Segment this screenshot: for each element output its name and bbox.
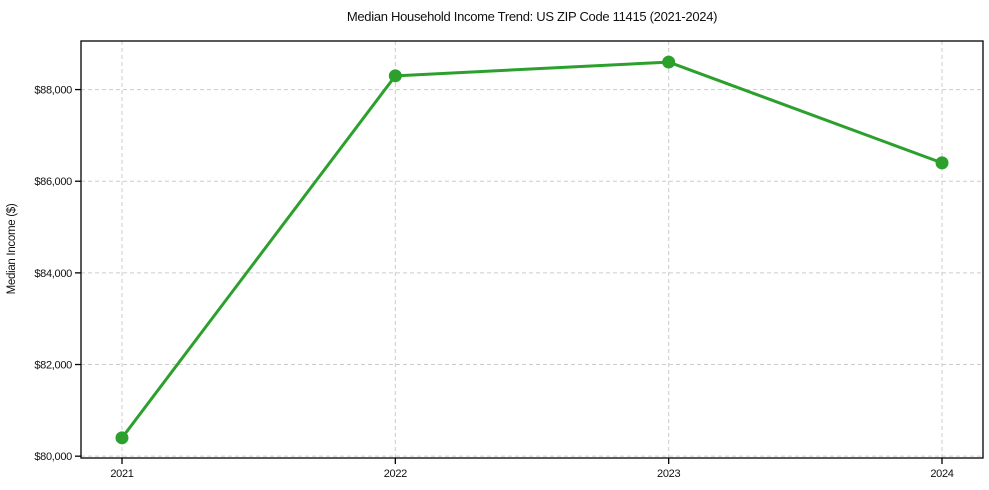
y-tick-label-82000: $82,000 bbox=[34, 360, 72, 372]
x-tick-label-2023: 2023 bbox=[657, 468, 680, 480]
x-tick-label-2022: 2022 bbox=[384, 468, 407, 480]
y-tick-label-84000: $84,000 bbox=[34, 268, 72, 280]
data-point-2021 bbox=[115, 431, 129, 445]
data-point-2024 bbox=[935, 156, 949, 170]
axis-ticks bbox=[75, 88, 943, 464]
y-tick-label-86000: $86,000 bbox=[34, 176, 72, 188]
gridlines bbox=[81, 41, 983, 458]
data-point-2023 bbox=[662, 55, 676, 69]
chart-title: Median Household Income Trend: US ZIP Co… bbox=[347, 9, 717, 24]
y-axis-label: Median Income ($) bbox=[6, 203, 18, 294]
y-tick-label-88000: $88,000 bbox=[34, 85, 72, 97]
trend-line bbox=[120, 60, 944, 440]
plot-border bbox=[80, 40, 984, 459]
income-line-series bbox=[115, 55, 949, 445]
x-tick-label-2021: 2021 bbox=[110, 468, 133, 480]
x-tick-label-2024: 2024 bbox=[930, 468, 953, 480]
tick-labels: $80,000 $82,000 $84,000 $86,000 $88,000 2021 2… bbox=[34, 85, 954, 480]
y-tick-label-80000: $80,000 bbox=[34, 451, 72, 463]
data-point-2022 bbox=[388, 69, 402, 83]
